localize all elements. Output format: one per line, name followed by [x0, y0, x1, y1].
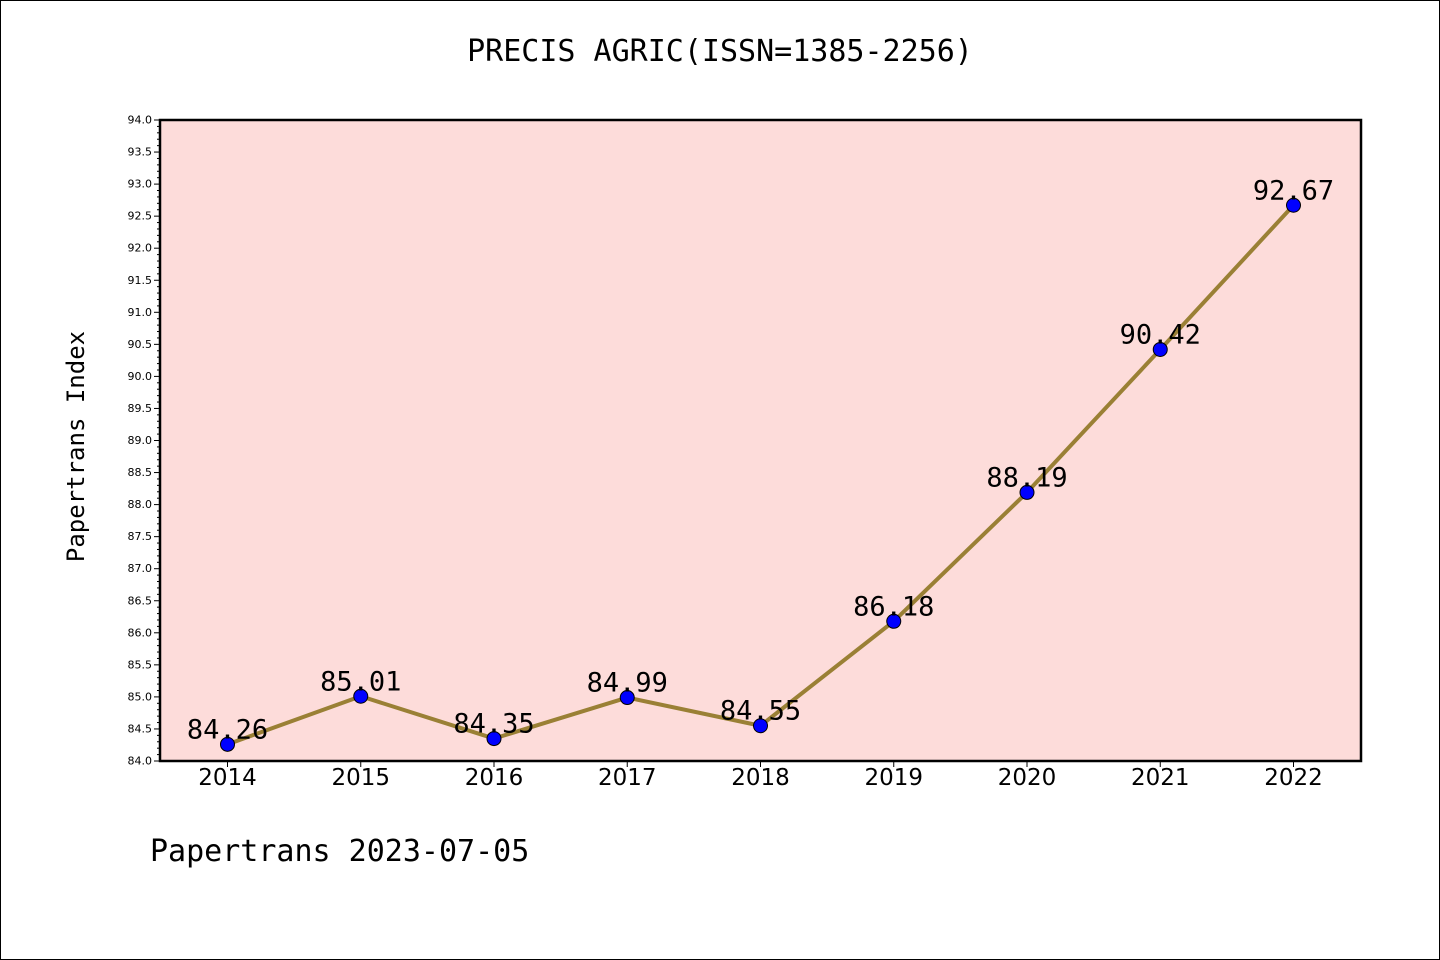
- data-point: [486, 731, 502, 747]
- data-point: [619, 690, 635, 706]
- plot-border: [158, 118, 1363, 763]
- y-tick-label: 93.0: [128, 178, 153, 191]
- x-tick-label: 2015: [331, 765, 390, 791]
- y-tick-label: 88.5: [128, 466, 153, 479]
- y-tick-label: 88.0: [128, 498, 153, 511]
- y-tick-label: 92.5: [128, 210, 153, 223]
- data-label: 85.01: [320, 666, 401, 697]
- y-tick-label: 85.5: [128, 658, 153, 671]
- x-tick-label: 2020: [998, 765, 1057, 791]
- data-label: 84.26: [187, 714, 268, 745]
- y-tick-label: 87.0: [128, 562, 153, 575]
- y-tick-label: 87.5: [128, 530, 153, 543]
- data-point: [220, 736, 235, 752]
- y-tick-label: 91.0: [128, 306, 153, 319]
- data-point: [1152, 341, 1168, 357]
- data-label: 86.18: [853, 591, 934, 622]
- y-tick-label: 86.5: [128, 594, 153, 607]
- y-tick-label: 89.0: [128, 434, 153, 447]
- data-label: 84.35: [453, 709, 534, 740]
- x-tick-label: 2021: [1131, 765, 1190, 791]
- data-label: 84.55: [720, 696, 801, 727]
- plot-area: [160, 120, 1361, 761]
- footer-text: Papertrans 2023-07-05: [150, 834, 530, 869]
- data-label: 92.67: [1253, 175, 1334, 206]
- x-tick-label: 2014: [198, 765, 257, 791]
- data-point: [886, 613, 902, 629]
- y-tick-label: 84.0: [128, 755, 153, 768]
- x-tick-label: 2016: [465, 765, 524, 791]
- data-label: 88.19: [986, 462, 1067, 493]
- y-tick-label: 94.0: [128, 114, 153, 127]
- data-point: [753, 718, 768, 734]
- x-tick-label: 2017: [598, 765, 657, 791]
- data-point: [1019, 484, 1035, 500]
- x-tick-label: 2022: [1264, 765, 1323, 791]
- chart-title: PRECIS AGRIC(ISSN=1385-2256): [467, 34, 973, 69]
- y-tick-label: 89.5: [128, 402, 153, 415]
- y-tick-label: 92.0: [128, 242, 153, 255]
- data-point: [353, 688, 369, 704]
- y-tick-label: 91.5: [128, 274, 153, 287]
- y-tick-label: 93.5: [128, 146, 153, 159]
- data-label: 90.42: [1120, 319, 1201, 350]
- y-tick-label: 90.5: [128, 338, 153, 351]
- y-axis-label: Papertrans Index: [62, 331, 90, 562]
- data-point: [1286, 197, 1301, 213]
- data-label: 84.99: [587, 668, 668, 699]
- x-tick-label: 2018: [731, 765, 790, 791]
- x-tick-label: 2019: [864, 765, 923, 791]
- y-tick-label: 84.5: [128, 722, 153, 735]
- y-tick-label: 90.0: [128, 370, 153, 383]
- y-tick-label: 86.0: [128, 626, 153, 639]
- y-tick-label: 85.0: [128, 690, 153, 703]
